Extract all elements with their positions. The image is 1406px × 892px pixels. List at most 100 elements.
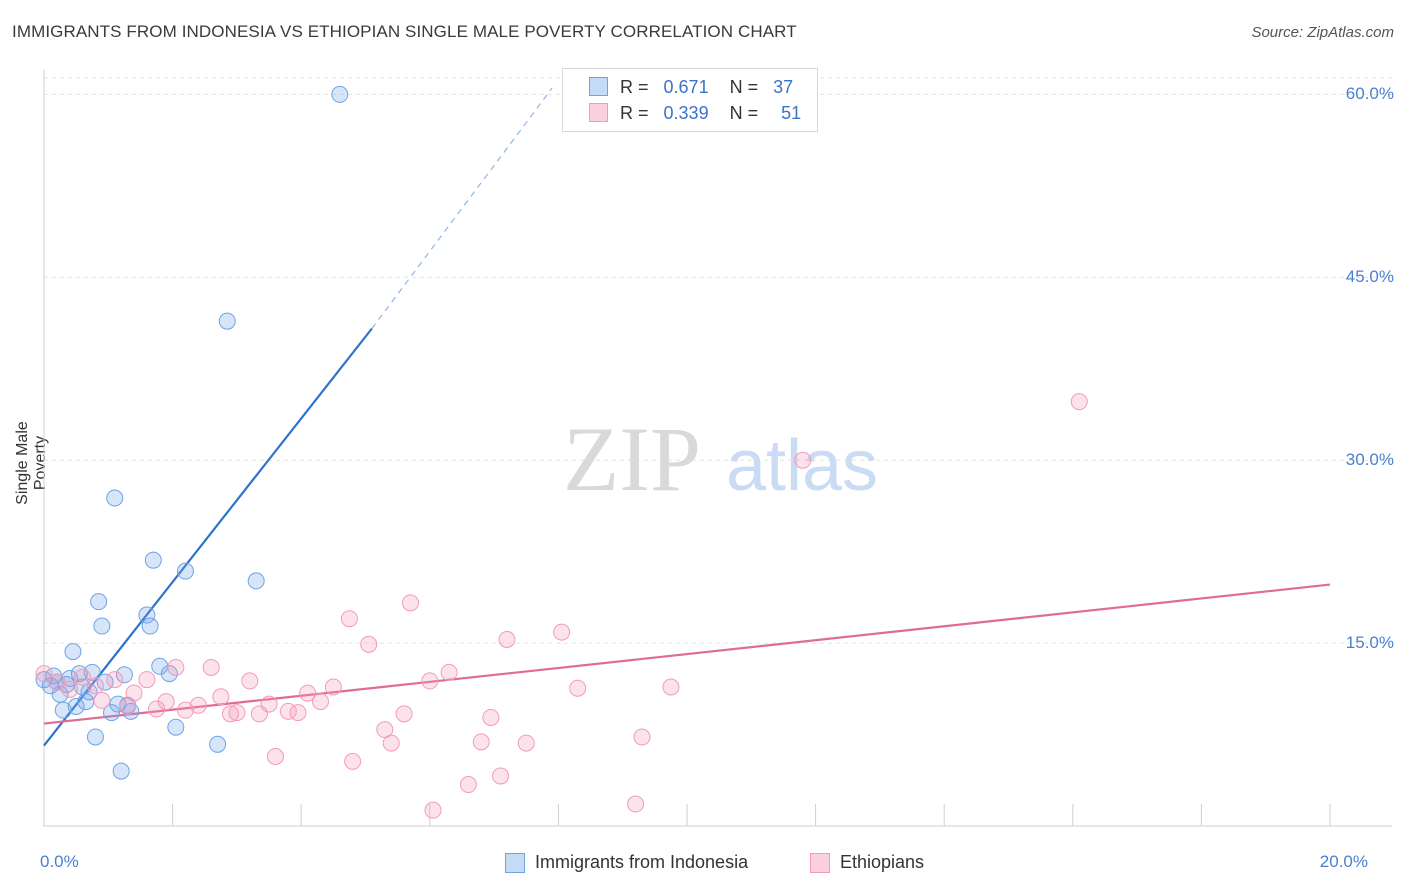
legend-swatch-blue	[505, 852, 525, 873]
point-ethiopians	[241, 672, 259, 690]
point-ethiopians	[260, 695, 278, 713]
point-indonesia	[331, 85, 349, 103]
point-ethiopians	[176, 701, 194, 719]
point-indonesia	[218, 312, 236, 330]
point-indonesia	[138, 606, 156, 624]
legend-n-value: 37	[773, 76, 794, 97]
legend-item-indonesia[interactable]: Immigrants from Indonesia	[505, 852, 748, 873]
point-ethiopians	[93, 691, 111, 709]
point-ethiopians	[344, 752, 362, 770]
point-ethiopians	[424, 801, 442, 819]
point-ethiopians	[633, 728, 651, 746]
point-ethiopians	[148, 700, 166, 718]
point-ethiopians	[324, 678, 342, 696]
data-points	[35, 85, 1088, 819]
watermark: ZIP atlas	[563, 408, 878, 510]
point-ethiopians	[189, 696, 207, 714]
point-indonesia	[144, 551, 162, 569]
point-indonesia	[115, 666, 133, 684]
legend-r-value: 0.671	[663, 76, 709, 97]
point-ethiopians	[492, 767, 510, 785]
point-ethiopians	[382, 734, 400, 752]
point-ethiopians	[228, 704, 246, 722]
point-indonesia	[90, 593, 108, 611]
point-ethiopians	[459, 776, 477, 794]
legend-label: Ethiopians	[840, 852, 925, 872]
trend-line-indonesia-extension	[371, 87, 553, 329]
point-indonesia	[96, 673, 114, 691]
point-ethiopians	[1070, 393, 1088, 411]
trend-line-ethiopians	[43, 583, 1331, 725]
point-ethiopians	[311, 693, 329, 711]
series-legend: Immigrants from Indonesia Ethiopians	[0, 852, 1406, 876]
point-ethiopians	[125, 684, 143, 702]
point-indonesia	[35, 671, 53, 689]
point-ethiopians	[402, 594, 420, 612]
point-indonesia	[112, 762, 130, 780]
point-indonesia	[83, 663, 101, 681]
point-indonesia	[106, 489, 124, 507]
point-ethiopians	[266, 747, 284, 765]
point-ethiopians	[340, 610, 358, 628]
source-label: Source: ZipAtlas.com	[1251, 24, 1394, 41]
point-ethiopians	[569, 679, 587, 697]
point-indonesia	[80, 683, 98, 701]
point-ethiopians	[212, 688, 230, 706]
point-ethiopians	[421, 672, 439, 690]
x-tick-label: 20.0%	[1319, 852, 1368, 871]
point-ethiopians	[289, 704, 307, 722]
x-tick-label: 0.0%	[40, 852, 79, 871]
point-ethiopians	[74, 668, 92, 686]
point-ethiopians	[106, 671, 124, 689]
point-indonesia	[167, 718, 185, 736]
point-ethiopians	[299, 684, 317, 702]
point-indonesia	[160, 665, 178, 683]
point-ethiopians	[61, 680, 79, 698]
axes	[43, 70, 1392, 827]
point-ethiopians	[48, 673, 66, 691]
gridlines	[44, 77, 1392, 644]
point-indonesia	[67, 698, 85, 716]
point-ethiopians	[360, 635, 378, 653]
legend-swatch-pink	[589, 103, 608, 122]
point-indonesia	[86, 728, 104, 746]
point-ethiopians	[157, 693, 175, 711]
legend-n-label: N =	[729, 76, 759, 97]
trend-lines	[43, 87, 1331, 747]
trend-line-indonesia	[43, 327, 373, 747]
point-ethiopians	[553, 623, 571, 641]
point-indonesia	[209, 735, 227, 753]
legend-r-value: 0.339	[663, 102, 709, 123]
point-ethiopians	[627, 795, 645, 813]
legend-n-value: 51	[781, 102, 802, 123]
point-ethiopians	[440, 663, 458, 681]
point-ethiopians	[167, 658, 185, 676]
point-indonesia	[54, 701, 72, 719]
point-indonesia	[122, 702, 140, 720]
watermark-atlas: atlas	[726, 426, 878, 506]
point-ethiopians	[517, 734, 535, 752]
point-indonesia	[93, 617, 111, 635]
y-tick-label: 45.0%	[1345, 267, 1394, 287]
legend-swatch-pink	[810, 852, 830, 873]
point-ethiopians	[482, 708, 500, 726]
y-tick-label: 15.0%	[1345, 633, 1394, 653]
point-indonesia	[64, 643, 82, 661]
point-ethiopians	[395, 705, 413, 723]
y-tick-label: 60.0%	[1345, 84, 1394, 104]
correlation-legend: R = 0.671 N = 37 R = 0.339 N = 51	[562, 68, 818, 132]
point-ethiopians	[662, 678, 680, 696]
point-ethiopians	[138, 671, 156, 689]
point-indonesia	[141, 617, 159, 635]
legend-item-ethiopians[interactable]: Ethiopians	[810, 852, 924, 873]
point-indonesia	[103, 704, 121, 722]
legend-r-label: R =	[620, 76, 649, 97]
legend-n-label: N =	[729, 102, 759, 123]
point-ethiopians	[498, 630, 516, 648]
point-ethiopians	[221, 705, 239, 723]
legend-r-label: R =	[620, 102, 649, 123]
point-indonesia	[247, 572, 265, 590]
legend-label: Immigrants from Indonesia	[535, 852, 749, 872]
point-ethiopians	[202, 658, 220, 676]
